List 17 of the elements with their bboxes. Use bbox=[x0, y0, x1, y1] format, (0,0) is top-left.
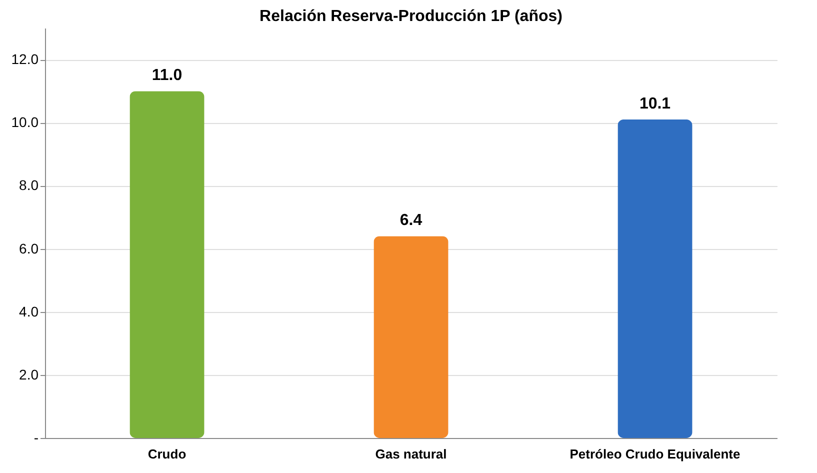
y-tick-label: 10.0 bbox=[11, 114, 39, 130]
y-tick-label: 6.0 bbox=[19, 240, 39, 256]
bar bbox=[374, 236, 448, 438]
x-tick-label: Gas natural bbox=[375, 446, 447, 462]
y-tick-label: 8.0 bbox=[19, 177, 39, 194]
x-tick-label: Crudo bbox=[148, 446, 186, 462]
y-tick-label: - bbox=[34, 430, 39, 446]
chart-title: Relación Reserva-Producción 1P (años) bbox=[260, 8, 562, 25]
bar bbox=[618, 119, 692, 438]
data-label: 11.0 bbox=[152, 67, 182, 84]
data-label: 6.4 bbox=[400, 212, 422, 230]
y-tick-label: 4.0 bbox=[19, 303, 39, 320]
x-tick-label: Petróleo Crudo Equivalente bbox=[570, 446, 740, 462]
y-tick-label: 12.0 bbox=[11, 51, 39, 68]
bar bbox=[130, 91, 204, 438]
data-label: 10.1 bbox=[639, 95, 671, 112]
y-tick-label: 2.0 bbox=[19, 366, 39, 382]
